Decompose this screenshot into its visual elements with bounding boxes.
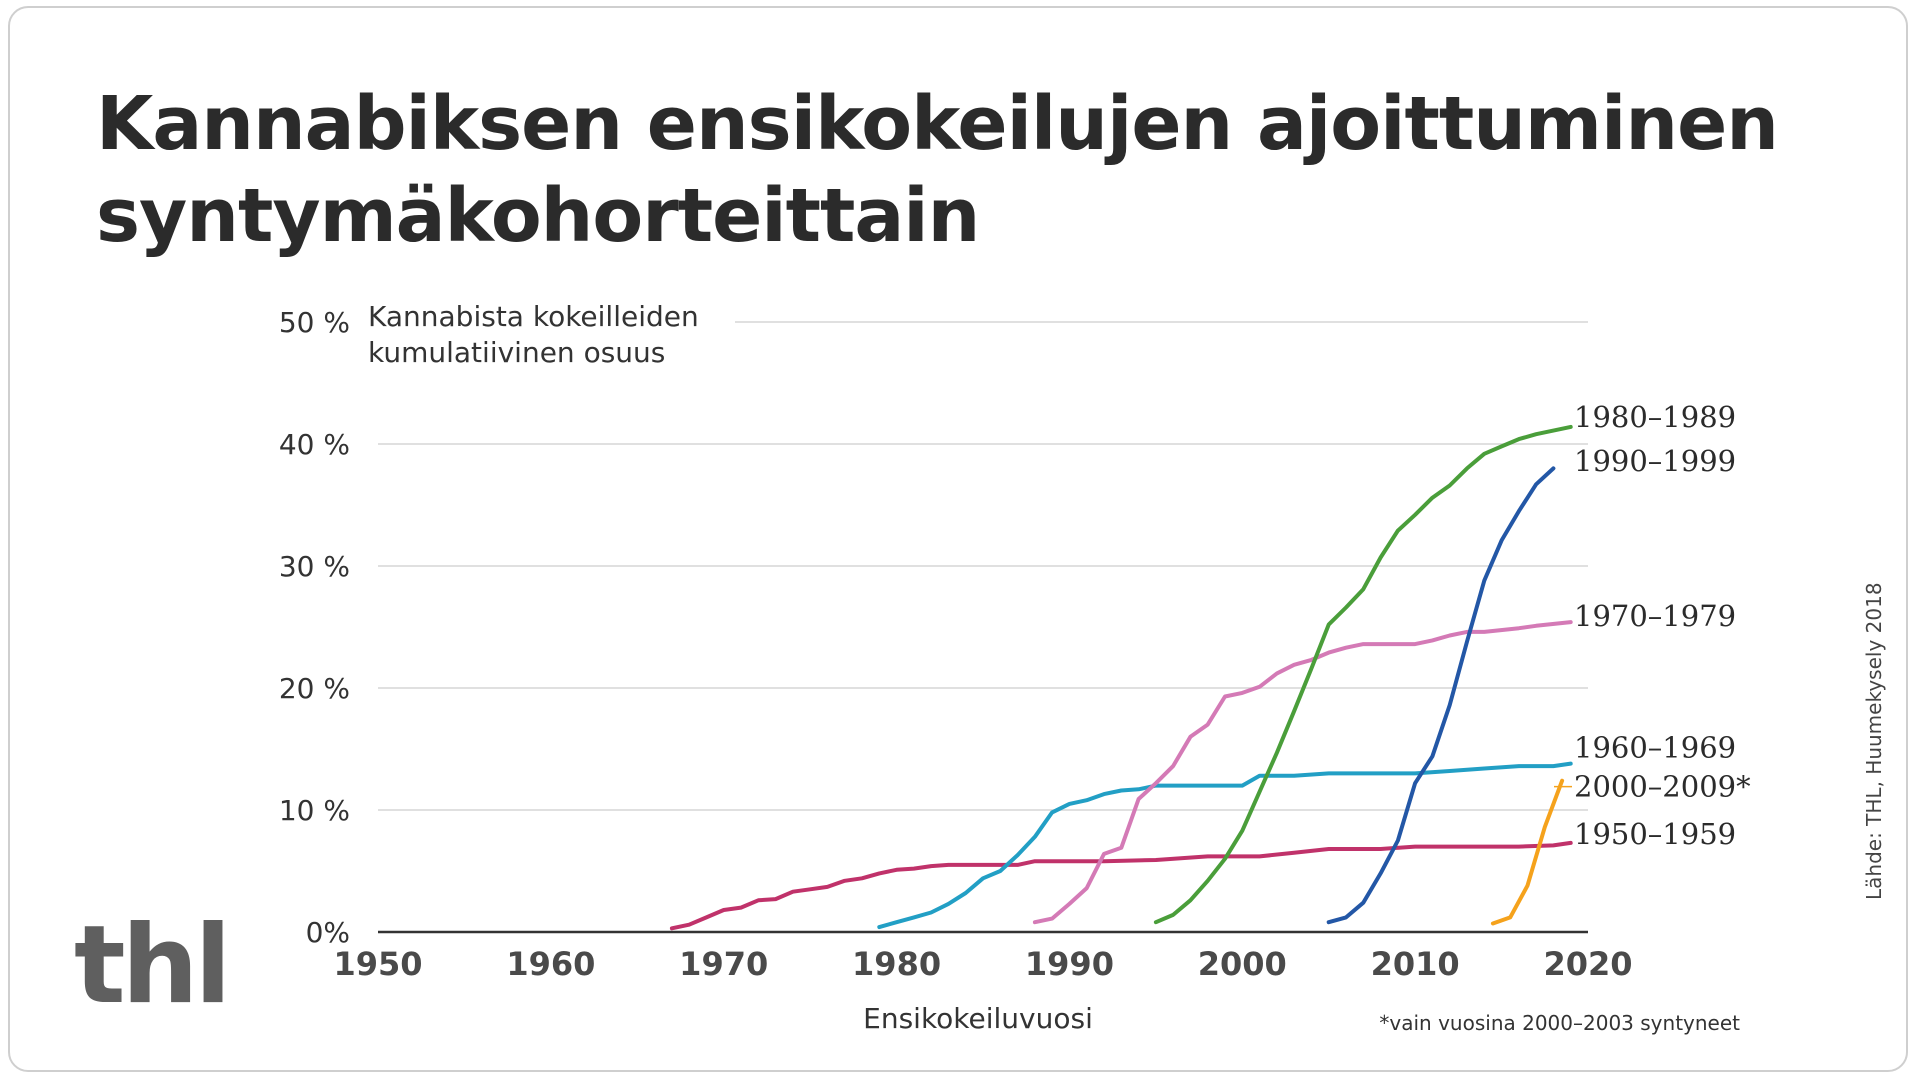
y-tick-label: 0%: [306, 916, 350, 949]
y-tick-label: 50 %: [279, 306, 350, 339]
y-tick-label: 40 %: [279, 428, 350, 461]
series-label: 2000–2009*: [1574, 770, 1751, 804]
source-note: Lähde: THL, Huumekysely 2018: [1862, 582, 1886, 900]
title-line-2: syntymäkohorteittain: [96, 173, 980, 259]
x-tick-label: 1980: [852, 945, 941, 983]
x-tick-label: 1970: [679, 945, 768, 983]
series-label: 1950–1959: [1574, 817, 1736, 851]
chart-card: [8, 6, 1908, 1072]
series-line: [877, 761, 1573, 930]
y-tick-label: 20 %: [279, 672, 350, 705]
y-tick-label: 30 %: [279, 550, 350, 583]
x-tick-label: 1950: [333, 945, 422, 983]
x-axis-label: Ensikokeiluvuosi: [863, 1002, 1093, 1035]
chart-title: Kannabiksen ensikokeilujen ajoittuminen …: [96, 78, 1796, 262]
y-tick-label: 10 %: [279, 794, 350, 827]
series-label: 1990–1999: [1574, 444, 1736, 478]
series-line: [1490, 778, 1565, 926]
series-line: [669, 840, 1573, 931]
thl-logo: thl: [74, 903, 232, 1028]
x-axis-ticks: 1950 1960 1970 1980 1990 2000 2010 2020: [333, 945, 1632, 983]
gridlines: [378, 321, 1588, 934]
x-tick-label: 1990: [1025, 945, 1114, 983]
series-labels: 1950–1959 1960–1969 1970–1979 1980–1989 1990…: [1554, 400, 1751, 851]
series-line: [1326, 466, 1556, 925]
y-axis-label-line-1: Kannabista kokeilleiden: [368, 300, 699, 333]
series-line: [1032, 620, 1573, 925]
x-tick-label: 2020: [1543, 945, 1632, 983]
x-tick-label: 2010: [1371, 945, 1460, 983]
series-lines: [669, 424, 1573, 931]
y-axis-ticks: 0% 10 % 20 % 30 % 40 % 50 %: [279, 306, 350, 949]
footnote: *vain vuosina 2000–2003 syntyneet: [1379, 1011, 1740, 1035]
x-tick-label: 1960: [506, 945, 595, 983]
series-label: 1980–1989: [1574, 400, 1736, 434]
series-line: [1153, 424, 1573, 925]
x-tick-label: 2000: [1198, 945, 1287, 983]
title-line-1: Kannabiksen ensikokeilujen ajoittuminen: [96, 81, 1779, 167]
series-label: 1970–1979: [1574, 599, 1736, 633]
series-label: 1960–1969: [1574, 731, 1736, 765]
y-axis-label-line-2: kumulatiivinen osuus: [368, 336, 665, 369]
